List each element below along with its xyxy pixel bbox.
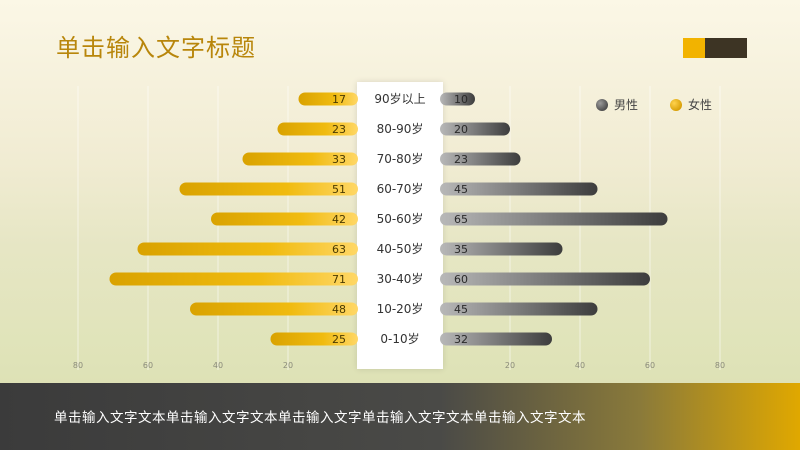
bar-female — [298, 92, 358, 106]
logo-block-dark — [705, 38, 747, 58]
x-tick-right: 20 — [505, 361, 515, 370]
category-label: 0-10岁 — [380, 331, 419, 346]
bar-male — [440, 302, 598, 316]
bar-male-label: 45 — [454, 303, 468, 316]
x-tick-left: 80 — [73, 361, 83, 370]
legend-female: 女性 — [670, 96, 712, 113]
category-label: 40-50岁 — [377, 241, 424, 256]
category-label: 80-90岁 — [377, 121, 424, 136]
category-label: 70-80岁 — [377, 151, 424, 166]
bar-female — [109, 272, 358, 286]
bar-female-label: 71 — [332, 273, 346, 286]
category-label: 90岁以上 — [374, 91, 425, 106]
bar-male-label: 20 — [454, 123, 468, 136]
bar-male — [440, 122, 510, 136]
category-label: 50-60岁 — [377, 211, 424, 226]
bar-male-label: 45 — [454, 183, 468, 196]
bar-female — [190, 302, 358, 316]
bar-male — [440, 182, 598, 196]
bar-male — [440, 242, 563, 256]
bar-female-label: 33 — [332, 153, 346, 166]
bar-female-label: 51 — [332, 183, 346, 196]
bar-male-label: 35 — [454, 243, 468, 256]
legend-male-dot — [596, 98, 608, 111]
page-title: 单击输入文字标题 — [56, 34, 256, 62]
bar-female-label: 17 — [332, 93, 346, 106]
bar-male — [440, 272, 650, 286]
legend-female-label: 女性 — [688, 98, 713, 112]
bar-female — [270, 332, 358, 346]
bar-male — [440, 152, 521, 166]
legend-female-dot — [670, 98, 682, 111]
category-label: 30-40岁 — [377, 271, 424, 286]
bar-female-label: 48 — [332, 303, 346, 316]
category-label: 60-70岁 — [377, 181, 424, 196]
bar-male — [440, 212, 668, 226]
bar-female — [179, 182, 358, 196]
category-label: 10-20岁 — [377, 301, 424, 316]
logo-block-yellow — [683, 38, 705, 58]
bar-male-label: 32 — [454, 333, 468, 346]
footer-text: 单击输入文字文本单击输入文字文本单击输入文字单击输入文字文本单击输入文字文本 — [54, 410, 586, 426]
bar-male-label: 60 — [454, 273, 468, 286]
bar-male-label: 10 — [454, 93, 468, 106]
bar-female — [242, 152, 358, 166]
category-column — [357, 82, 443, 369]
bar-female-label: 23 — [332, 123, 346, 136]
legend-male: 男性 — [596, 96, 638, 113]
x-tick-right: 80 — [715, 361, 725, 370]
bar-female — [211, 212, 358, 226]
bar-female-label: 42 — [332, 213, 346, 226]
x-tick-right: 60 — [645, 361, 655, 370]
x-tick-right: 40 — [575, 361, 585, 370]
bar-female-label: 63 — [332, 243, 346, 256]
legend-male-label: 男性 — [614, 98, 639, 112]
bar-female — [137, 242, 358, 256]
bar-male — [440, 92, 475, 106]
bar-male-label: 65 — [454, 213, 468, 226]
bar-male — [440, 332, 552, 346]
bar-female-label: 25 — [332, 333, 346, 346]
x-tick-left: 60 — [143, 361, 153, 370]
bar-male-label: 23 — [454, 153, 468, 166]
x-tick-left: 20 — [283, 361, 293, 370]
footer-bar — [0, 383, 800, 450]
x-tick-left: 40 — [213, 361, 223, 370]
bar-female — [277, 122, 358, 136]
